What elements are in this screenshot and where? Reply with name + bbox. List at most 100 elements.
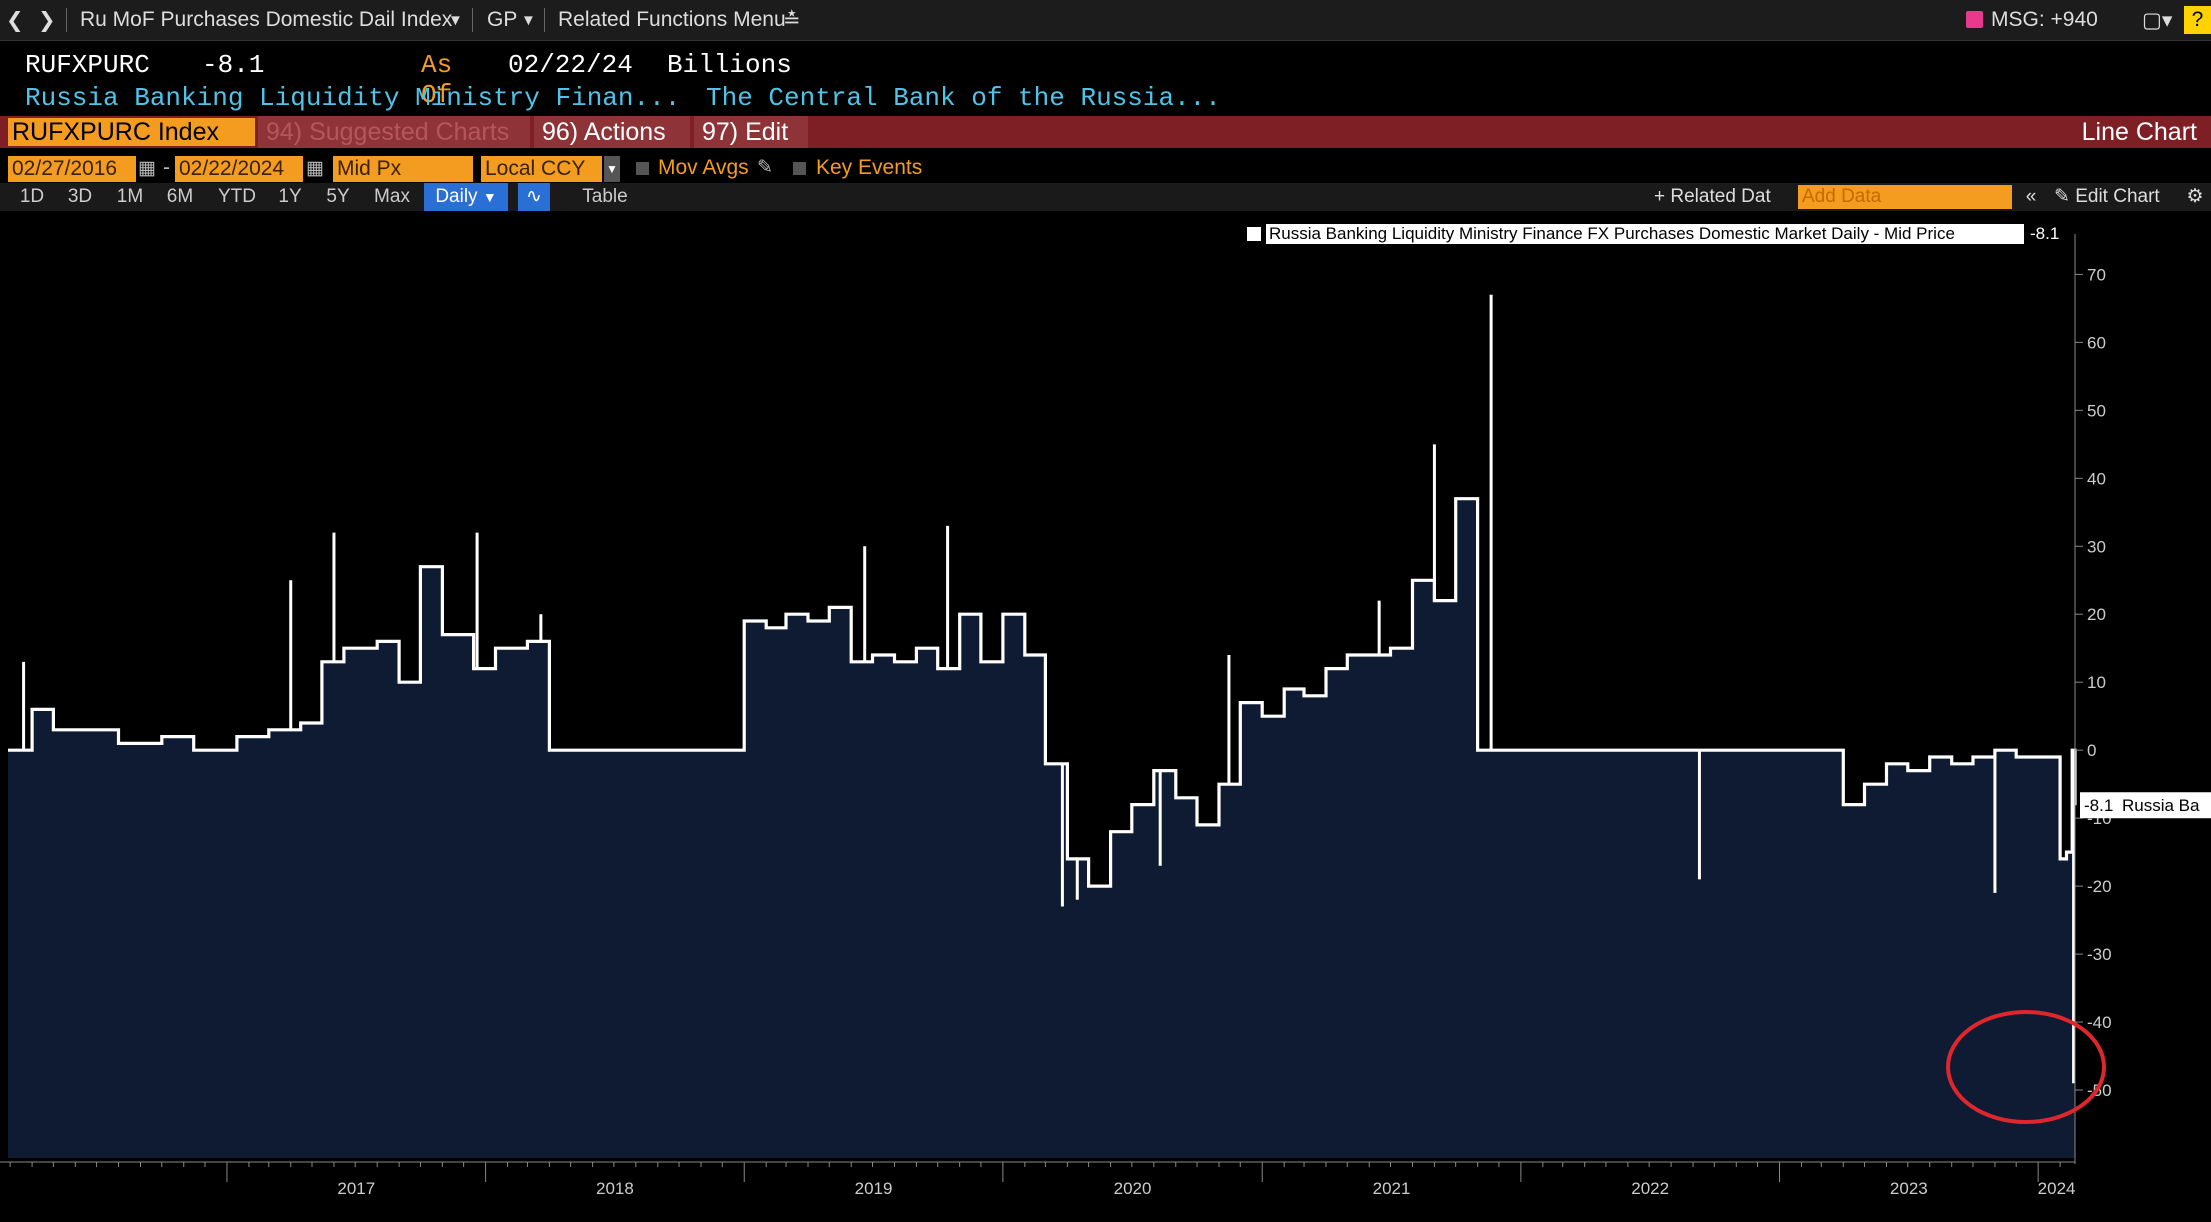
period-1y[interactable]: 1Y (278, 186, 302, 207)
line-chart-icon[interactable]: ∿ (518, 183, 550, 211)
x-tick-label: 2021 (1373, 1179, 1411, 1198)
pencil-icon: ✎ (2054, 186, 2070, 207)
chart-controls: 02/27/2016 ▦ - 02/22/2024 ▦ Mid Px Local… (0, 154, 2211, 182)
help-button[interactable]: ? (2184, 6, 2211, 34)
red-circle-annotation (1946, 1010, 2106, 1124)
actions-button[interactable]: 96) Actions (534, 116, 690, 148)
security-field[interactable]: RUFXPURC Index (8, 118, 255, 146)
frequency-label: Daily (435, 186, 478, 207)
key-events-checkbox[interactable] (793, 162, 806, 175)
edit-chart-label: Edit Chart (2075, 186, 2160, 207)
period-6m[interactable]: 6M (166, 186, 194, 207)
x-tick-label: 2023 (1890, 1179, 1928, 1198)
units: Billions (667, 50, 792, 80)
y-tick-label: 60 (2087, 333, 2106, 352)
y-tick-label: -20 (2087, 877, 2112, 896)
chevron-down-icon[interactable]: ▼ (521, 12, 536, 29)
x-tick-label: 2017 (337, 1179, 375, 1198)
envelope-icon[interactable] (1966, 11, 1983, 28)
x-tick-label: 2022 (1631, 1179, 1669, 1198)
chevron-down-icon[interactable]: ▼ (604, 156, 620, 182)
security-menu[interactable]: Ru MoF Purchases Domestic Dail Index (80, 8, 453, 31)
key-events-label[interactable]: Key Events (816, 156, 923, 179)
frequency-select[interactable]: Daily ▼ (424, 183, 508, 211)
edit-chart-button[interactable]: ✎ Edit Chart (2054, 183, 2184, 211)
pencil-icon[interactable]: ✎ (757, 157, 773, 178)
divider (472, 8, 473, 32)
security-header: RUFXPURC -8.1 As Of 02/22/24 Billions (25, 50, 792, 110)
table-button[interactable]: Table (582, 186, 628, 207)
last-value-text: -8.1 (2084, 796, 2113, 815)
period-1m[interactable]: 1M (116, 186, 144, 207)
legend-label: Russia Banking Liquidity Ministry Financ… (1269, 224, 1955, 243)
gp-menu[interactable]: GP (487, 8, 518, 31)
mov-avgs-checkbox[interactable] (636, 162, 649, 175)
mov-avgs-label[interactable]: Mov Avgs (658, 156, 749, 179)
y-tick-label: 30 (2087, 537, 2106, 556)
collapse-icon[interactable]: « (2025, 186, 2037, 207)
divider (66, 8, 67, 32)
last-value-box (2080, 792, 2211, 819)
legend-swatch[interactable] (1247, 227, 1261, 241)
add-data-input[interactable]: Add Data (1798, 185, 2012, 209)
period-max[interactable]: Max (374, 186, 410, 207)
series-line (8, 497, 2077, 888)
x-tick-label: 2018 (596, 1179, 634, 1198)
y-tick-label: 70 (2087, 265, 2106, 284)
function-bar: RUFXPURC Index 94) Suggested Charts 96) … (0, 116, 2211, 148)
related-functions-menu[interactable]: Related Functions Menu (558, 8, 786, 31)
description: Russia Banking Liquidity Ministry Finan.… (25, 83, 681, 113)
chevron-down-icon: ▼ (482, 189, 497, 205)
last-value-tag: -8.1 Russia Ba (2080, 792, 2211, 819)
related-data-label: Related Dat (1670, 186, 1771, 207)
end-date-field[interactable]: 02/22/2024 (175, 156, 303, 182)
price-field-select[interactable]: Mid Px (333, 156, 473, 182)
divider (544, 8, 545, 32)
x-tick-label: 2020 (1114, 1179, 1152, 1198)
last-series-label: Russia Ba (2122, 796, 2200, 815)
y-tick-label: 0 (2087, 741, 2096, 760)
date-range-dash: - (163, 156, 170, 179)
y-tick-label: 10 (2087, 673, 2106, 692)
series-area (8, 498, 2075, 1158)
top-toolbar: ❮ ❯ Ru MoF Purchases Domestic Dail Index… (0, 0, 2211, 41)
legend[interactable]: Russia Banking Liquidity Ministry Financ… (1247, 224, 2059, 244)
currency-select[interactable]: Local CCY (481, 156, 602, 182)
period-5y[interactable]: 5Y (326, 186, 350, 207)
chevron-down-icon[interactable]: ▼ (448, 12, 463, 29)
y-tick-label: -30 (2087, 945, 2112, 964)
related-data-button[interactable]: + Related Dat (1654, 183, 1796, 211)
back-arrow-icon[interactable]: ❮ (6, 9, 24, 32)
double-chevron-icon[interactable]: ≛ (783, 9, 801, 32)
gear-icon[interactable]: ⚙ (2186, 186, 2204, 207)
plus-icon: + (1654, 186, 1666, 207)
period-selector: 1D 3D 1M 6M YTD 1Y 5Y Max Daily ▼ ∿ Tabl… (0, 183, 2211, 211)
calendar-icon[interactable]: ▦ (138, 158, 156, 179)
security-description: Russia Banking Liquidity Ministry Finan.… (25, 83, 1221, 113)
period-3d[interactable]: 3D (67, 186, 93, 207)
as-of-label: As Of (421, 50, 453, 110)
legend-label-box (1266, 224, 2024, 244)
legend-last-value: -8.1 (2030, 224, 2059, 243)
window-options-icon[interactable]: ▢▾ (2142, 9, 2173, 32)
forward-arrow-icon[interactable]: ❯ (38, 9, 56, 32)
series-spikes (22, 294, 2076, 1084)
calendar-icon[interactable]: ▦ (306, 158, 324, 179)
period-1d[interactable]: 1D (19, 186, 45, 207)
edit-button[interactable]: 97) Edit (694, 116, 808, 148)
message-count[interactable]: MSG: +940 (1991, 8, 2098, 31)
suggested-charts-button[interactable]: 94) Suggested Charts (258, 116, 530, 148)
start-date-field[interactable]: 02/27/2016 (8, 156, 136, 182)
chart-type-label: Line Chart (2081, 118, 2197, 146)
x-axis: 2017 2018 2019 2020 2021 2022 2023 2024 (0, 1161, 2075, 1198)
y-tick-label: -40 (2087, 1013, 2112, 1032)
y-tick-label: 50 (2087, 401, 2106, 420)
x-tick-label: 2019 (855, 1179, 893, 1198)
y-tick-label: 20 (2087, 605, 2106, 624)
last-value: -8.1 (202, 50, 265, 80)
period-ytd[interactable]: YTD (218, 186, 256, 207)
as-of-date: 02/22/24 (508, 50, 633, 80)
source: The Central Bank of the Russia... (706, 83, 1221, 113)
